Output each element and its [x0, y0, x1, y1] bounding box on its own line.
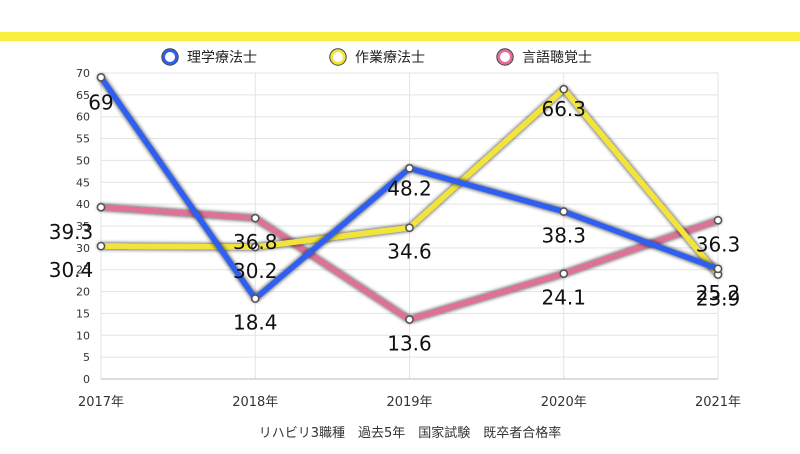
y-tick-label: 60 [76, 111, 90, 124]
legend-label: 作業療法士 [355, 49, 425, 66]
legend-item-0: 理学療法士 [161, 48, 257, 66]
y-tick-label: 70 [76, 67, 90, 80]
y-tick-label: 50 [76, 154, 90, 167]
x-tick-label: 2020年 [541, 395, 587, 410]
y-tick-label: 25 [76, 264, 90, 277]
data-point [559, 84, 569, 94]
data-point [250, 294, 260, 303]
series-points [96, 72, 723, 324]
legend-label: 理学療法士 [187, 49, 257, 66]
data-point [405, 163, 414, 173]
data-label: 36.8 [233, 230, 278, 254]
y-tick-label: 15 [76, 307, 90, 320]
legend: 理学療法士 作業療法士 言語聴覚士 [161, 48, 592, 66]
data-label: 36.3 [696, 232, 741, 256]
data-label: 23.9 [696, 287, 741, 311]
y-tick-label: 55 [76, 133, 90, 146]
y-tick-label: 35 [76, 220, 90, 233]
y-tick-label: 65 [76, 89, 90, 102]
legend-item-2: 言語聴覚士 [496, 48, 592, 66]
x-axis: 2017年 2018年 2019年 2020年 2021年 [78, 395, 741, 410]
data-label: 30.2 [233, 259, 278, 283]
data-point [405, 315, 414, 324]
y-tick-label: 0 [83, 373, 90, 386]
data-label: 24.1 [541, 286, 586, 310]
y-tick-label: 5 [83, 351, 90, 364]
y-tick-label: 30 [76, 242, 90, 255]
legend-marker [330, 49, 346, 65]
data-point [250, 242, 260, 252]
x-tick-label: 2019年 [386, 395, 432, 410]
chart-caption: リハビリ3職種 過去5年 国家試験 既卒者合格率 [259, 425, 562, 441]
data-label: 13.6 [387, 332, 432, 356]
data-labels: 69 18.4 48.2 38.3 25.2 30.4 30.2 34.6 66.3 23.9 39… [49, 90, 741, 355]
y-tick-label: 40 [76, 198, 90, 211]
legend-marker [162, 49, 178, 65]
data-point [250, 213, 260, 223]
data-label: 18.4 [233, 311, 278, 335]
data-label: 66.3 [541, 97, 586, 121]
x-tick-label: 2018年 [232, 395, 278, 410]
legend-marker-outline [329, 48, 347, 66]
data-label: 34.6 [387, 240, 432, 264]
data-point [405, 223, 414, 233]
legend-item-1: 作業療法士 [329, 48, 425, 66]
legend-marker-outline [161, 48, 179, 66]
data-point [559, 207, 569, 216]
data-point [713, 215, 723, 225]
accent-bar [0, 32, 800, 41]
data-label: 39.3 [49, 220, 94, 244]
data-label: 48.2 [387, 176, 432, 200]
x-tick-label: 2021年 [695, 395, 741, 410]
y-tick-label: 10 [76, 329, 90, 342]
legend-marker [497, 49, 513, 65]
data-point [559, 269, 569, 279]
data-label: 38.3 [541, 224, 586, 248]
y-axis: 0 5 10 15 20 25 30 35 40 45 50 55 60 65 70 [76, 67, 90, 386]
data-label: 30.4 [49, 258, 94, 282]
legend-label: 言語聴覚士 [522, 50, 592, 66]
data-label: 25.2 [696, 281, 741, 305]
data-point [96, 241, 106, 251]
y-tick-label: 45 [76, 176, 90, 189]
data-point [96, 202, 106, 212]
data-point [713, 264, 723, 274]
data-label: 69 [88, 90, 113, 114]
data-point [96, 72, 106, 82]
x-tick-label: 2017年 [78, 395, 124, 410]
legend-marker-outline [496, 48, 514, 66]
y-tick-label: 20 [76, 286, 90, 299]
